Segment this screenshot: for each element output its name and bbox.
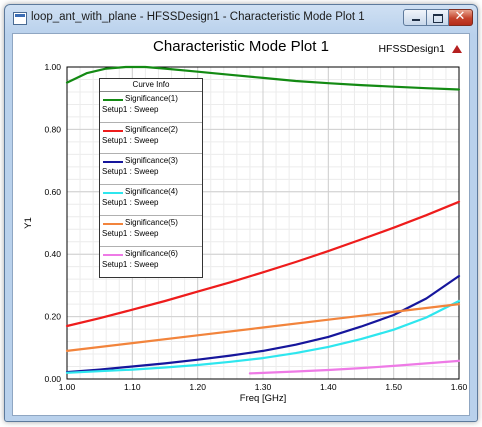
x-tick-label: 1.20 [189,382,206,392]
legend-series-name: Significance(5) [125,218,178,227]
app-window: loop_ant_with_plane - HFSSDesign1 - Char… [4,4,478,422]
y-tick-label: 0.60 [44,187,61,197]
legend-series-name: Significance(1) [125,94,178,103]
legend-setup-label: Setup1 : Sweep [102,198,159,207]
legend-swatch [103,130,123,132]
series-line-5[interactable] [65,303,461,352]
maximize-button[interactable] [427,9,449,26]
legend-setup-label: Setup1 : Sweep [102,105,159,114]
x-tick-label: 1.00 [59,382,76,392]
plot-title: Characteristic Mode Plot 1 [153,38,329,55]
plot-area[interactable]: Characteristic Mode Plot 1 HFSSDesign1 0… [12,33,470,416]
y-axis-label: Y1 [23,217,34,229]
title-bar[interactable]: loop_ant_with_plane - HFSSDesign1 - Char… [5,5,477,31]
legend-swatch [103,223,123,225]
design-label: HFSSDesign1 [378,43,445,55]
minimize-icon [412,19,420,21]
legend-entry[interactable]: Significance(2) Setup1 : Sweep [100,122,202,153]
x-tick-label: 1.10 [124,382,141,392]
x-axis-label: Freq [GHz] [240,393,286,404]
legend-swatch [103,254,123,256]
legend-setup-label: Setup1 : Sweep [102,229,159,238]
legend-header: Curve Info [100,79,202,92]
window-title: loop_ant_with_plane - HFSSDesign1 - Char… [31,11,365,23]
series-lines [65,65,461,375]
legend-series-name: Significance(2) [125,125,178,134]
series-line-4[interactable] [65,299,461,374]
legend-series-name: Significance(4) [125,187,178,196]
legend-entry[interactable]: Significance(5) Setup1 : Sweep [100,215,202,246]
app-icon [13,12,27,25]
line-chart[interactable]: 0.00 0.20 0.40 0.60 0.80 1.00 1.00 1.10 1.20 1.3… [13,34,469,415]
y-axis-ticks: 0.00 0.20 0.40 0.60 0.80 1.00 [44,62,61,384]
series-line-2[interactable] [65,200,461,328]
legend-entry[interactable]: Significance(1) Setup1 : Sweep [100,92,202,122]
series-line-6[interactable] [248,359,461,375]
triangle-marker-icon[interactable] [452,45,462,53]
series-line-3[interactable] [65,274,461,374]
legend-series-name: Significance(3) [125,156,178,165]
y-tick-label: 0.20 [44,312,61,322]
legend-swatch [103,192,123,194]
x-tick-label: 1.50 [385,382,402,392]
legend-entry[interactable]: Significance(4) Setup1 : Sweep [100,184,202,215]
legend-swatch [103,99,123,101]
y-tick-label: 1.00 [44,62,61,72]
series-line-1[interactable] [65,65,461,91]
y-tick-label: 0.80 [44,124,61,134]
legend-swatch [103,161,123,163]
plot-frame [66,66,460,380]
legend-setup-label: Setup1 : Sweep [102,260,159,269]
close-icon: ✕ [454,9,466,24]
legend-entry[interactable]: Significance(3) Setup1 : Sweep [100,153,202,184]
legend-setup-label: Setup1 : Sweep [102,136,159,145]
y-tick-label: 0.00 [44,374,61,384]
maximize-icon [433,14,443,23]
curve-info-legend[interactable]: Curve Info Significance(1) Setup1 : Sweep… [99,78,203,278]
minimize-button[interactable] [403,9,427,26]
x-tick-label: 1.30 [255,382,272,392]
legend-entry[interactable]: Significance(6) Setup1 : Sweep [100,246,202,277]
close-button[interactable]: ✕ [449,9,473,26]
legend-series-name: Significance(6) [125,249,178,258]
legend-setup-label: Setup1 : Sweep [102,167,159,176]
x-axis-ticks: 1.00 1.10 1.20 1.30 1.40 1.50 1.60 [59,382,468,392]
x-tick-label: 1.40 [320,382,337,392]
y-tick-label: 0.40 [44,249,61,259]
x-tick-label: 1.60 [451,382,468,392]
